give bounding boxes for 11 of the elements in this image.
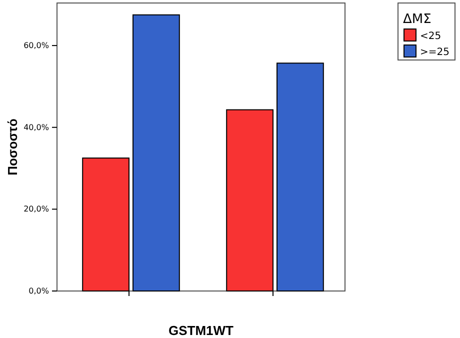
y-tick-label: 60,0%: [24, 41, 50, 50]
bar: [276, 62, 324, 292]
y-tick-label: 40,0%: [24, 122, 50, 132]
y-tick-label: 20,0%: [24, 204, 50, 214]
legend-label: >=25: [420, 47, 450, 58]
legend-label: <25: [420, 31, 442, 42]
y-tick-label: 0,0%: [28, 286, 50, 296]
legend-title: ΔΜΣ: [403, 12, 432, 27]
bar: [132, 14, 180, 292]
x-axis-title: GSTM1WT: [168, 323, 234, 338]
y-axis-title: Ποσοστό: [5, 118, 20, 176]
